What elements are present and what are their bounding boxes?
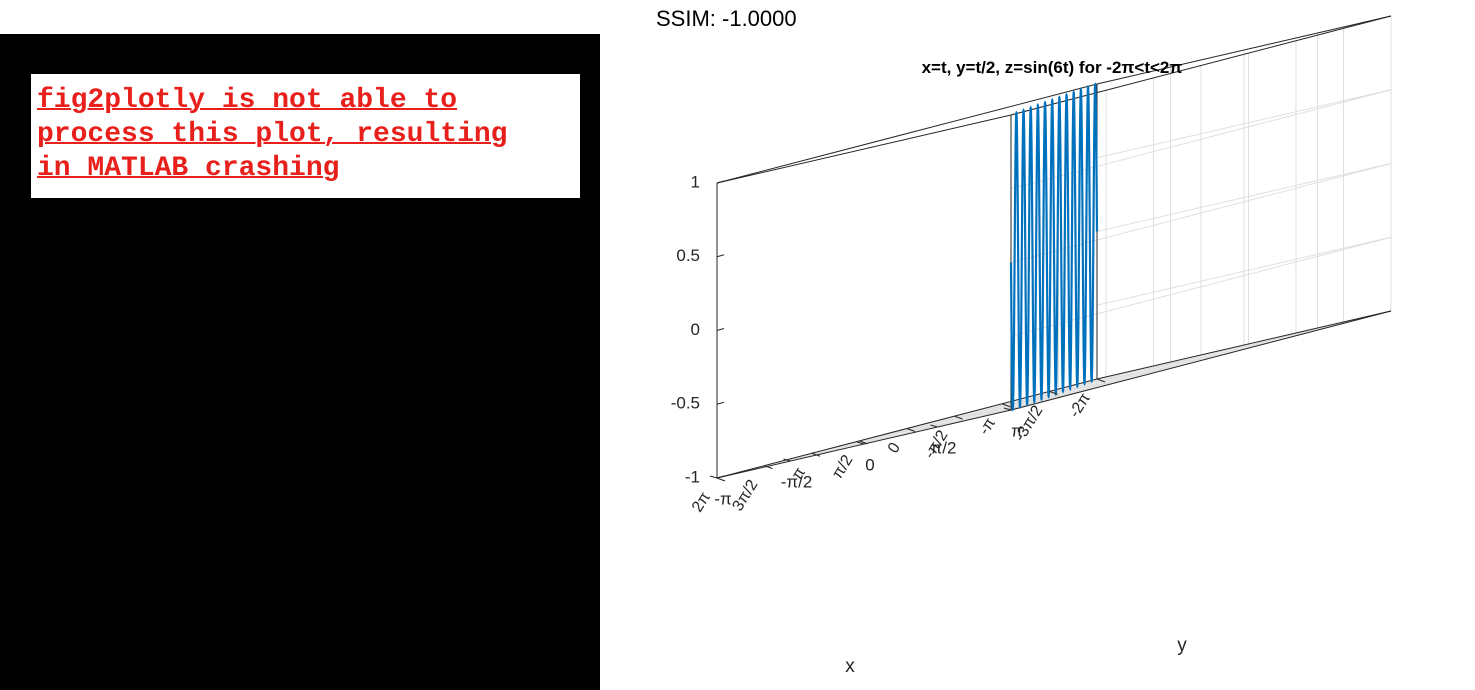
message-box: fig2plotly is not able to process this p… <box>31 74 580 198</box>
grid-line-wall-z <box>1096 236 1392 306</box>
x-tick-label: 2π <box>689 489 714 515</box>
y-tick-label: π/2 <box>931 438 957 457</box>
y-tick-mark <box>709 475 718 479</box>
x-tick-mark <box>1096 378 1106 383</box>
ssim-label: SSIM: -1.0000 <box>656 6 797 31</box>
z-tick-mark <box>716 328 725 331</box>
x-tick-mark <box>954 415 963 420</box>
y-tick-mark <box>783 458 791 462</box>
y-tick-label: π <box>1011 421 1023 440</box>
axis-box-edge <box>716 83 1098 184</box>
z-tick-label: 0 <box>691 320 700 339</box>
y-tick-mark <box>1003 407 1012 411</box>
axis-box-edge <box>1096 310 1392 380</box>
left-panel: fig2plotly is not able to process this p… <box>0 34 600 690</box>
z-tick-label: -0.5 <box>671 394 700 413</box>
axis-box-edge <box>716 114 1012 184</box>
y-tick-label: 0 <box>865 455 874 474</box>
x-tick-label: π/2 <box>829 452 856 482</box>
x-tick-mark <box>1049 390 1058 395</box>
x-tick-mark <box>1001 403 1011 408</box>
grid-line-wall-z <box>1096 89 1392 159</box>
y-tick-label: -π/2 <box>781 472 813 491</box>
grid-line-wall-z <box>1096 163 1392 232</box>
x-tick-mark <box>716 477 726 482</box>
x-axis-label: x <box>845 656 855 677</box>
y-tick-label: -π <box>714 489 731 508</box>
grid-line-side-z <box>1010 236 1392 337</box>
z-tick-mark <box>716 180 725 184</box>
z-tick-mark <box>716 475 725 479</box>
z-tick-mark <box>716 401 725 405</box>
z-tick-label: 1 <box>691 172 700 191</box>
grid-line-floor-y <box>863 344 1245 445</box>
y-axis-label: y <box>1177 635 1187 656</box>
grid-line-side-z <box>1010 163 1392 263</box>
y-tick-mark <box>856 441 865 445</box>
curve-layer <box>1009 82 1099 412</box>
x-tick-label: 3π/2 <box>729 477 761 514</box>
grid-line-floor-y <box>790 361 1171 462</box>
x-tick-mark <box>764 465 773 470</box>
z-tick-label: -1 <box>685 467 700 486</box>
x-tick-mark <box>811 452 821 457</box>
x-tick-label: -π <box>976 415 999 438</box>
y-tick-mark <box>930 424 938 428</box>
series-line <box>1009 82 1099 412</box>
axis-box-edge <box>1096 15 1392 85</box>
x-tick-mark <box>906 428 916 432</box>
error-message: fig2plotly is not able to process this p… <box>37 85 508 184</box>
x-tick-mark <box>859 440 868 445</box>
z-tick-label: 0.5 <box>676 246 700 265</box>
axis-box-edge <box>1010 310 1392 411</box>
grid-line-floor-y <box>937 327 1318 428</box>
x-tick-label: 0 <box>885 440 904 457</box>
z-tick-mark <box>716 254 725 258</box>
chart-title: x=t, y=t/2, z=sin(6t) for -2π<t<2π <box>922 58 1183 77</box>
